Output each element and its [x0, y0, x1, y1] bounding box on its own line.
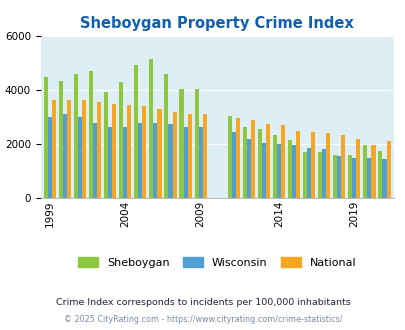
Bar [231, 132, 235, 198]
Bar [179, 89, 183, 198]
Bar [347, 155, 352, 198]
Bar [67, 100, 71, 198]
Bar [371, 146, 375, 198]
Bar [333, 155, 337, 198]
Bar [149, 59, 153, 198]
Bar [326, 133, 330, 198]
Bar [134, 65, 138, 198]
Bar [227, 116, 231, 198]
Title: Sheboygan Property Crime Index: Sheboygan Property Crime Index [80, 16, 353, 31]
Bar [382, 159, 386, 198]
Bar [123, 127, 127, 198]
Bar [242, 127, 246, 198]
Bar [74, 74, 78, 198]
Bar [187, 115, 191, 198]
Bar [265, 124, 269, 198]
Bar [261, 143, 265, 198]
Bar [310, 132, 314, 198]
Bar [119, 82, 123, 198]
Bar [362, 146, 367, 198]
Bar [337, 156, 341, 198]
Bar [287, 140, 291, 198]
Bar [164, 74, 168, 198]
Bar [157, 109, 161, 198]
Bar [202, 115, 206, 198]
Bar [142, 106, 146, 198]
Bar [257, 129, 261, 198]
Bar [250, 120, 254, 198]
Text: © 2025 CityRating.com - https://www.cityrating.com/crime-statistics/: © 2025 CityRating.com - https://www.city… [64, 315, 341, 324]
Bar [78, 117, 82, 198]
Bar [246, 139, 250, 198]
Bar [198, 127, 202, 198]
Bar [93, 122, 97, 198]
Bar [352, 157, 356, 198]
Bar [317, 152, 322, 198]
Bar [138, 122, 142, 198]
Bar [59, 81, 63, 198]
Bar [104, 91, 108, 198]
Bar [153, 122, 157, 198]
Bar [63, 115, 67, 198]
Bar [235, 118, 239, 198]
Bar [272, 135, 276, 198]
Bar [386, 141, 390, 198]
Bar [48, 117, 52, 198]
Bar [112, 104, 116, 198]
Bar [44, 77, 48, 198]
Text: Crime Index corresponds to incidents per 100,000 inhabitants: Crime Index corresponds to incidents per… [55, 298, 350, 307]
Bar [276, 144, 280, 198]
Bar [194, 89, 198, 198]
Bar [356, 139, 360, 198]
Bar [108, 127, 112, 198]
Bar [302, 152, 306, 198]
Bar [89, 71, 93, 198]
Bar [341, 135, 345, 198]
Bar [377, 151, 382, 198]
Bar [322, 149, 326, 198]
Bar [168, 124, 172, 198]
Legend: Sheboygan, Wisconsin, National: Sheboygan, Wisconsin, National [73, 252, 360, 272]
Bar [127, 105, 131, 198]
Bar [280, 125, 284, 198]
Bar [306, 148, 310, 198]
Bar [367, 157, 371, 198]
Bar [52, 100, 56, 198]
Bar [291, 146, 295, 198]
Bar [295, 131, 299, 198]
Bar [172, 112, 176, 198]
Bar [82, 100, 86, 198]
Bar [183, 127, 187, 198]
Bar [97, 102, 101, 198]
